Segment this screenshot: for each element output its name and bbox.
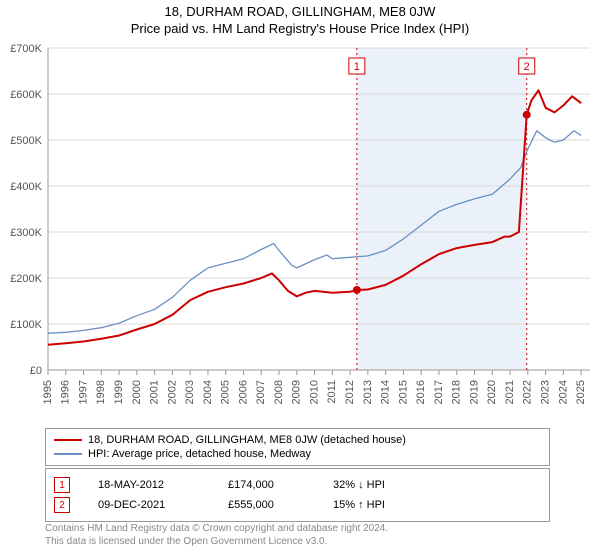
svg-text:2008: 2008: [273, 380, 285, 404]
sale-hpi-1: 32% ↓ HPI: [333, 479, 433, 491]
svg-text:2015: 2015: [397, 380, 409, 404]
svg-text:2001: 2001: [149, 380, 161, 404]
sale-row-1: 1 18-MAY-2012 £174,000 32% ↓ HPI: [54, 475, 541, 495]
svg-text:£300K: £300K: [10, 227, 42, 239]
svg-text:2021: 2021: [504, 380, 516, 404]
svg-text:2011: 2011: [326, 380, 338, 404]
footer-attribution: Contains HM Land Registry data © Crown c…: [45, 522, 388, 548]
svg-text:2018: 2018: [451, 380, 463, 404]
sale-marker-2: 2: [54, 497, 70, 513]
svg-text:£600K: £600K: [10, 89, 42, 101]
svg-text:2003: 2003: [184, 380, 196, 404]
svg-text:2: 2: [524, 61, 530, 73]
svg-text:1999: 1999: [113, 380, 125, 404]
legend-label-property: 18, DURHAM ROAD, GILLINGHAM, ME8 0JW (de…: [88, 434, 406, 446]
sale-hpi-2: 15% ↑ HPI: [333, 499, 433, 511]
svg-text:2005: 2005: [220, 380, 232, 404]
svg-text:2023: 2023: [539, 380, 551, 404]
legend-swatch-property: [54, 439, 82, 441]
svg-text:1995: 1995: [42, 380, 54, 404]
svg-text:1998: 1998: [95, 380, 107, 404]
svg-text:£0: £0: [30, 365, 42, 377]
svg-text:2000: 2000: [131, 380, 143, 404]
svg-text:2006: 2006: [237, 380, 249, 404]
footer-line-1: Contains HM Land Registry data © Crown c…: [45, 522, 388, 535]
chart-subtitle: Price paid vs. HM Land Registry's House …: [0, 19, 600, 36]
svg-text:£700K: £700K: [10, 43, 42, 55]
svg-text:2010: 2010: [308, 380, 320, 404]
svg-text:2012: 2012: [344, 380, 356, 404]
sale-price-1: £174,000: [228, 479, 333, 491]
svg-text:2016: 2016: [415, 380, 427, 404]
sale-marker-1: 1: [54, 477, 70, 493]
legend-item-hpi: HPI: Average price, detached house, Medw…: [54, 447, 541, 461]
svg-text:2002: 2002: [166, 380, 178, 404]
svg-text:2004: 2004: [202, 380, 214, 404]
svg-text:2014: 2014: [380, 380, 392, 404]
sale-date-1: 18-MAY-2012: [98, 479, 228, 491]
chart-title: 18, DURHAM ROAD, GILLINGHAM, ME8 0JW: [0, 0, 600, 19]
legend-box: 18, DURHAM ROAD, GILLINGHAM, ME8 0JW (de…: [45, 428, 550, 466]
footer-line-2: This data is licensed under the Open Gov…: [45, 535, 388, 548]
svg-text:2020: 2020: [486, 380, 498, 404]
svg-text:£100K: £100K: [10, 319, 42, 331]
svg-text:1997: 1997: [77, 380, 89, 404]
sale-price-2: £555,000: [228, 499, 333, 511]
svg-text:2024: 2024: [557, 380, 569, 404]
sales-box: 1 18-MAY-2012 £174,000 32% ↓ HPI 2 09-DE…: [45, 468, 550, 522]
svg-text:£500K: £500K: [10, 135, 42, 147]
chart-area: £0 £100K £200K £300K £400K £500K £600K £700K 199…: [0, 40, 600, 420]
sale-date-2: 09-DEC-2021: [98, 499, 228, 511]
svg-text:1: 1: [354, 61, 360, 73]
legend-swatch-hpi: [54, 453, 82, 454]
legend-item-property: 18, DURHAM ROAD, GILLINGHAM, ME8 0JW (de…: [54, 433, 541, 447]
svg-text:2009: 2009: [291, 380, 303, 404]
svg-text:2013: 2013: [362, 380, 374, 404]
svg-text:£400K: £400K: [10, 181, 42, 193]
svg-text:2017: 2017: [433, 380, 445, 404]
svg-text:1996: 1996: [60, 380, 72, 404]
svg-text:2022: 2022: [522, 380, 534, 404]
sale-row-2: 2 09-DEC-2021 £555,000 15% ↑ HPI: [54, 495, 541, 515]
svg-text:2007: 2007: [255, 380, 267, 404]
svg-text:2019: 2019: [468, 380, 480, 404]
svg-text:£200K: £200K: [10, 273, 42, 285]
legend-label-hpi: HPI: Average price, detached house, Medw…: [88, 448, 311, 460]
svg-text:2025: 2025: [575, 380, 587, 404]
